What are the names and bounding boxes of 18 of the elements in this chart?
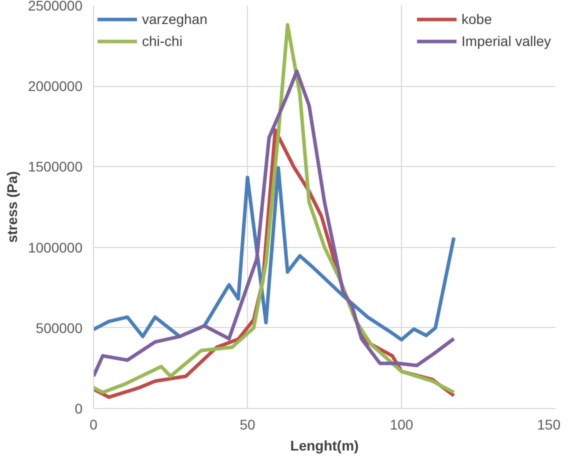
x-tick-label: 50 bbox=[240, 416, 256, 432]
y-tick-label: 1500000 bbox=[28, 158, 83, 175]
line-series bbox=[94, 69, 456, 378]
legend-label: varzeghan bbox=[142, 11, 208, 27]
y-tick-label: 0 bbox=[74, 400, 83, 416]
y-tick-label: 2500000 bbox=[28, 0, 83, 14]
legend-label: kobe bbox=[462, 11, 492, 27]
legend-label: Imperial valley bbox=[462, 33, 551, 49]
line-series bbox=[94, 166, 456, 342]
y-tick-label: 1000000 bbox=[28, 239, 83, 256]
x-tick-label: 100 bbox=[390, 416, 414, 432]
x-axis-title: Lenght(m) bbox=[290, 438, 359, 454]
x-tick-label: 0 bbox=[90, 416, 98, 432]
y-tick-label: 500000 bbox=[36, 320, 83, 336]
x-tick-label: 150 bbox=[537, 416, 561, 432]
y-axis-title: stress (Pa) bbox=[4, 171, 20, 243]
y-tick-label: 2000000 bbox=[28, 78, 83, 94]
legend-label: chi-chi bbox=[142, 33, 182, 49]
